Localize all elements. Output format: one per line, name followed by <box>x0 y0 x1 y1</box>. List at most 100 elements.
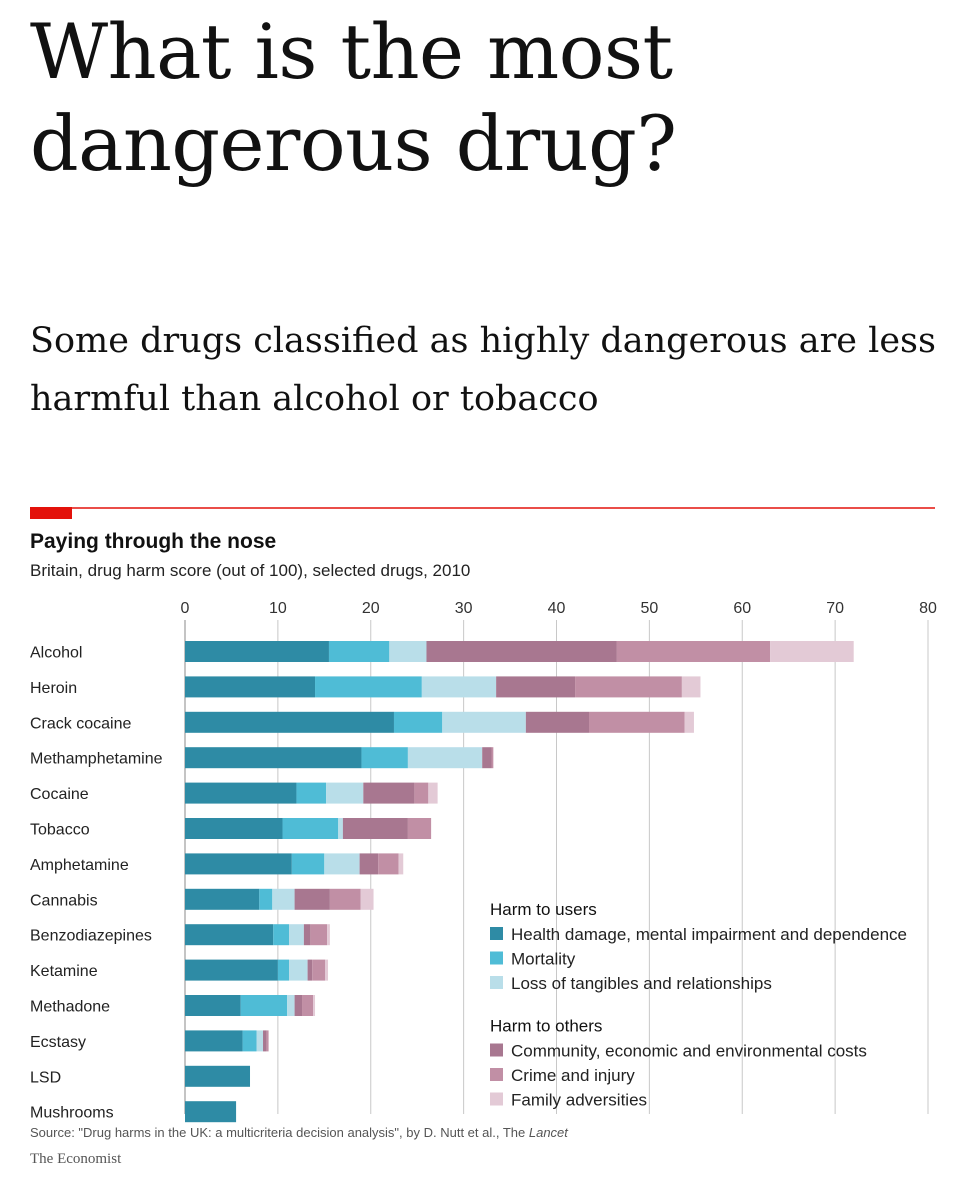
legend-item: Community, economic and environmental co… <box>511 1042 867 1061</box>
x-axis-ticks: 0 10 20 30 40 50 60 70 80 <box>181 600 937 617</box>
bar-segment <box>328 641 390 662</box>
bar-segment <box>575 676 682 698</box>
bar-segment <box>589 711 685 733</box>
bar-segment <box>421 676 497 698</box>
category-label: Alcohol <box>30 645 82 662</box>
bar-segment <box>282 818 339 839</box>
chart-subtitle: Britain, drug harm score (out of 100), s… <box>30 561 470 580</box>
x-tick-label: 60 <box>733 600 751 617</box>
source-note: Source: "Drug harms in the UK: a multicr… <box>30 1125 569 1140</box>
category-label: Benzodiazepines <box>30 928 152 945</box>
bar-segment <box>266 1030 269 1052</box>
bar-segment <box>302 995 314 1016</box>
bar-segment <box>240 995 288 1016</box>
bar-segment <box>496 676 576 698</box>
category-label: Ketamine <box>30 963 98 980</box>
x-tick-label: 0 <box>181 600 190 617</box>
legend-swatch <box>490 1068 503 1081</box>
x-tick-label: 10 <box>269 600 287 617</box>
subheadline: Some drugs classified as highly dangerou… <box>30 321 936 419</box>
bar-segment <box>185 711 394 733</box>
bar-segment <box>242 1030 257 1052</box>
category-label: Amphetamine <box>30 857 129 874</box>
legend-swatch <box>490 1092 503 1106</box>
bar-segment <box>289 959 308 981</box>
bar-segment <box>294 995 303 1016</box>
x-tick-label: 30 <box>455 600 473 617</box>
bar-segment <box>428 782 438 804</box>
bar-segment <box>770 641 854 662</box>
bar-segment <box>315 676 422 698</box>
category-label: Tobacco <box>30 822 90 839</box>
bars <box>185 641 854 1123</box>
bar-segment <box>256 1030 264 1052</box>
legend-swatch <box>490 927 503 940</box>
category-label: Methadone <box>30 999 110 1016</box>
bar-segment <box>296 782 327 804</box>
bar-segment <box>289 924 304 946</box>
legend-item: Family adversities <box>511 1091 647 1110</box>
legend-item: Loss of tangibles and relationships <box>511 974 772 993</box>
bar-segment <box>684 711 694 733</box>
legend-group-heading: Harm to users <box>490 900 597 919</box>
bar-segment <box>325 959 329 981</box>
bar-segment <box>389 641 427 662</box>
bar-segment <box>393 711 443 733</box>
bar-segment <box>313 995 316 1016</box>
headline: What is the most dangerous drug? <box>30 7 677 188</box>
bar-segment <box>442 711 526 733</box>
bar-segment <box>359 853 379 875</box>
bar-segment <box>398 853 404 875</box>
source-journal: Lancet <box>529 1125 569 1140</box>
bar-segment <box>407 818 432 839</box>
x-tick-label: 70 <box>826 600 844 617</box>
category-labels: Alcohol Heroin Crack cocaine Methamphetamin… <box>30 645 163 1122</box>
bar-segment <box>378 853 399 875</box>
bar-segment <box>360 888 374 910</box>
bar-segment <box>291 853 325 875</box>
bar-segment <box>491 747 494 769</box>
bar-segment <box>303 924 311 946</box>
category-label: LSD <box>30 1069 61 1086</box>
source-text: Source: "Drug harms in the UK: a multicr… <box>30 1125 529 1140</box>
bar-segment <box>185 641 329 662</box>
category-label: Ecstasy <box>30 1034 86 1051</box>
bar-segment <box>185 924 274 946</box>
bar-segment <box>185 676 316 698</box>
legend-item: Crime and injury <box>511 1066 635 1085</box>
bar-segment <box>273 924 290 946</box>
bar-segment <box>185 747 362 769</box>
category-label: Methamphetamine <box>30 751 163 768</box>
bar-segment <box>324 853 360 875</box>
x-tick-label: 40 <box>548 600 566 617</box>
bar-segment <box>185 1030 243 1052</box>
x-tick-label: 50 <box>640 600 658 617</box>
bar-segment <box>525 711 590 733</box>
bar-segment <box>185 995 241 1016</box>
category-label: Cannabis <box>30 892 98 909</box>
x-tick-label: 20 <box>362 600 380 617</box>
bar-segment <box>272 888 295 910</box>
bar-segment <box>185 818 283 839</box>
bar-segment <box>307 959 313 981</box>
bar-segment <box>185 959 278 981</box>
bar-segment <box>259 888 273 910</box>
category-label: Cocaine <box>30 786 89 803</box>
legend-swatch <box>490 976 503 989</box>
legend-item: Health damage, mental impairment and dep… <box>511 925 907 944</box>
bar-segment <box>185 1065 251 1087</box>
bar-segment <box>263 1030 267 1052</box>
bar-segment <box>681 676 701 698</box>
legend-group-heading: Harm to others <box>490 1017 602 1036</box>
bar-segment <box>327 924 330 946</box>
bar-segment <box>407 747 483 769</box>
bar-segment <box>287 995 295 1016</box>
bar-segment <box>277 959 290 981</box>
bar-segment <box>185 782 297 804</box>
bar-segment <box>185 853 292 875</box>
bar-segment <box>294 888 330 910</box>
legend-swatch <box>490 1043 503 1057</box>
bar-segment <box>329 888 361 910</box>
legend: Harm to users Health damage, mental impai… <box>490 900 907 1110</box>
